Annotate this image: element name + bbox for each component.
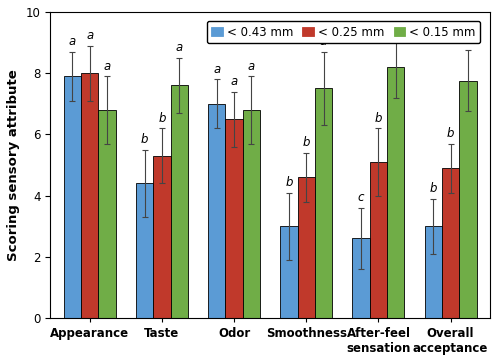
Bar	[81, 73, 98, 318]
Text: c: c	[358, 191, 364, 204]
Text: a: a	[213, 63, 220, 76]
Bar	[208, 104, 226, 318]
Bar	[442, 168, 460, 318]
Text: a: a	[176, 41, 183, 54]
Text: b: b	[158, 111, 166, 125]
Bar	[243, 110, 260, 318]
Bar	[460, 81, 476, 318]
Bar	[170, 85, 188, 318]
Text: b: b	[374, 111, 382, 125]
Text: a: a	[230, 75, 237, 88]
Bar	[315, 88, 332, 318]
Bar	[387, 67, 404, 318]
Text: a: a	[392, 20, 400, 33]
Text: a: a	[320, 35, 327, 48]
Text: a: a	[69, 35, 76, 48]
Bar	[352, 239, 370, 318]
Bar	[154, 156, 170, 318]
Bar	[226, 119, 243, 318]
Text: a: a	[248, 59, 255, 72]
Bar	[298, 177, 315, 318]
Bar	[98, 110, 116, 318]
Bar	[424, 226, 442, 318]
Y-axis label: Scoring sensory attribute: Scoring sensory attribute	[7, 69, 20, 261]
Text: b: b	[430, 182, 437, 195]
Text: a: a	[86, 29, 94, 42]
Text: b: b	[302, 136, 310, 149]
Text: b: b	[285, 176, 292, 189]
Text: b: b	[141, 133, 148, 146]
Bar	[280, 226, 297, 318]
Bar	[64, 76, 81, 318]
Legend: < 0.43 mm, < 0.25 mm, < 0.15 mm: < 0.43 mm, < 0.25 mm, < 0.15 mm	[206, 21, 480, 43]
Text: a: a	[464, 34, 471, 47]
Text: a: a	[104, 59, 110, 72]
Text: b: b	[447, 127, 454, 140]
Bar	[136, 183, 154, 318]
Bar	[370, 162, 387, 318]
